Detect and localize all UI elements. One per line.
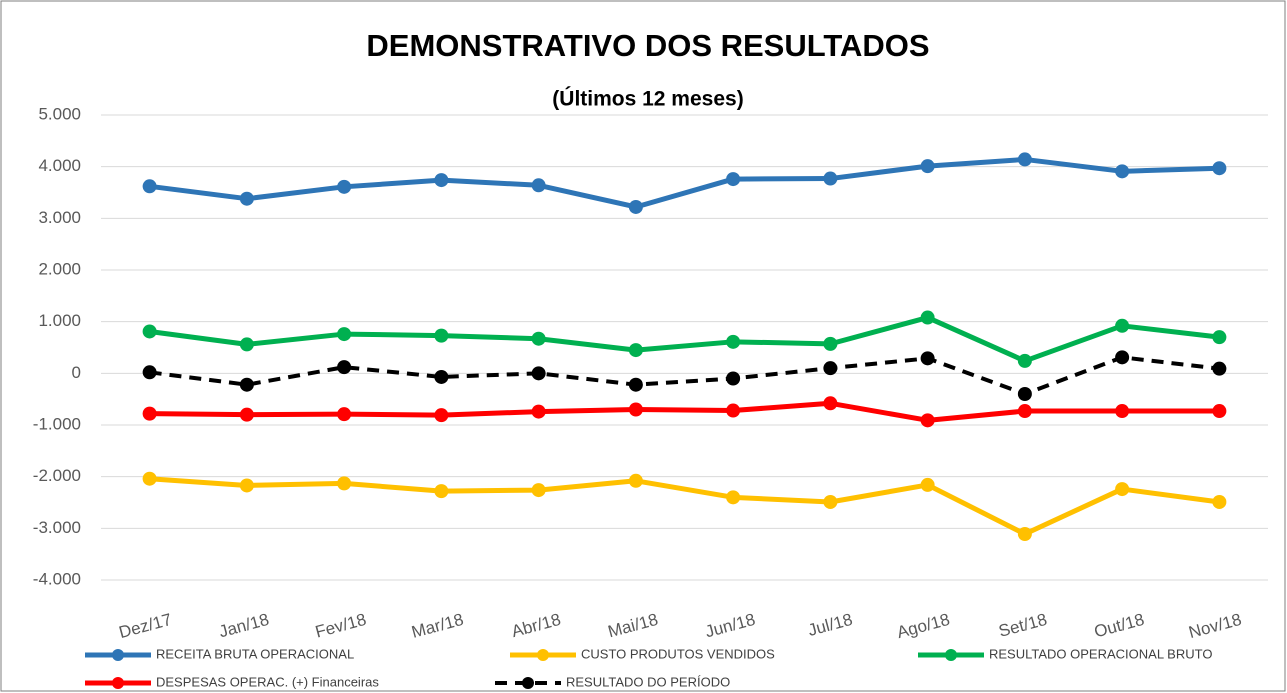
data-point: [1212, 330, 1227, 345]
data-point: [1115, 482, 1130, 497]
data-point: [726, 172, 741, 187]
data-point: [337, 360, 352, 375]
data-point: [726, 334, 741, 349]
data-point: [1212, 494, 1227, 509]
legend-label: CUSTO PRODUTOS VENDIDOS: [581, 646, 775, 661]
data-point: [531, 366, 546, 381]
legend-label: DESPESAS OPERAC. (+) Financeiras: [156, 674, 379, 689]
data-point: [1115, 404, 1130, 419]
data-point: [142, 324, 157, 339]
legend-marker: [945, 649, 957, 661]
y-tick-label: -1.000: [33, 414, 81, 433]
chart-subtitle: (Últimos 12 meses): [552, 87, 743, 111]
data-point: [628, 343, 643, 358]
data-point: [628, 199, 643, 214]
y-tick-label: 3.000: [38, 208, 81, 227]
data-point: [239, 407, 254, 422]
data-point: [920, 351, 935, 366]
legend-label: RESULTADO DO PERÍODO: [566, 674, 730, 689]
data-point: [1212, 161, 1227, 176]
data-point: [239, 191, 254, 206]
y-tick-label: 1.000: [38, 311, 81, 330]
data-point: [337, 179, 352, 194]
data-point: [726, 371, 741, 386]
data-point: [1017, 353, 1032, 368]
y-tick-label: -4.000: [33, 569, 81, 588]
data-point: [823, 171, 838, 186]
data-point: [142, 365, 157, 380]
series-line: [149, 355, 1220, 396]
y-tick-label: 0: [72, 363, 81, 382]
y-tick-label: -2.000: [33, 466, 81, 485]
data-point: [337, 476, 352, 491]
legend-label: RECEITA BRUTA OPERACIONAL: [156, 646, 354, 661]
y-tick-label: 4.000: [38, 156, 81, 175]
data-point: [1017, 404, 1032, 419]
data-point: [142, 406, 157, 421]
legend-marker: [112, 649, 124, 661]
data-point: [142, 471, 157, 486]
data-point: [531, 178, 546, 193]
data-point: [1212, 404, 1227, 419]
data-point: [1115, 318, 1130, 333]
data-point: [1212, 361, 1227, 376]
legend-label: RESULTADO OPERACIONAL BRUTO: [989, 646, 1212, 661]
data-point: [726, 403, 741, 418]
legend-marker: [522, 677, 534, 689]
data-point: [531, 331, 546, 346]
data-point: [920, 310, 935, 325]
data-point: [239, 377, 254, 392]
series-line: [149, 476, 1220, 537]
data-point: [1017, 527, 1032, 542]
data-point: [1017, 387, 1032, 401]
data-point: [434, 369, 449, 384]
data-point: [920, 477, 935, 492]
data-point: [531, 404, 546, 419]
series-line: [149, 156, 1220, 210]
series-line: [149, 400, 1220, 423]
data-point: [628, 402, 643, 417]
data-point: [142, 179, 157, 194]
legend-marker: [112, 677, 124, 689]
data-point: [823, 361, 838, 376]
data-point: [239, 478, 254, 493]
data-point: [1017, 152, 1032, 167]
data-point: [434, 328, 449, 343]
data-point: [920, 413, 935, 428]
data-point: [823, 494, 838, 509]
data-point: [337, 407, 352, 422]
data-point: [1115, 350, 1130, 365]
data-point: [434, 173, 449, 188]
data-point: [628, 473, 643, 488]
data-point: [434, 484, 449, 499]
y-tick-label: 5.000: [38, 104, 81, 123]
y-tick-label: -3.000: [33, 518, 81, 537]
data-point: [1115, 164, 1130, 179]
data-point: [920, 159, 935, 174]
data-point: [823, 336, 838, 351]
data-point: [726, 490, 741, 505]
data-point: [628, 377, 643, 392]
data-point: [239, 337, 254, 352]
data-point: [434, 408, 449, 423]
y-tick-label: 2.000: [38, 259, 81, 278]
chart-title: DEMONSTRATIVO DOS RESULTADOS: [366, 28, 929, 63]
data-point: [823, 396, 838, 411]
data-point: [337, 327, 352, 342]
series-line: [149, 315, 1220, 364]
data-point: [531, 483, 546, 498]
legend-marker: [537, 649, 549, 661]
